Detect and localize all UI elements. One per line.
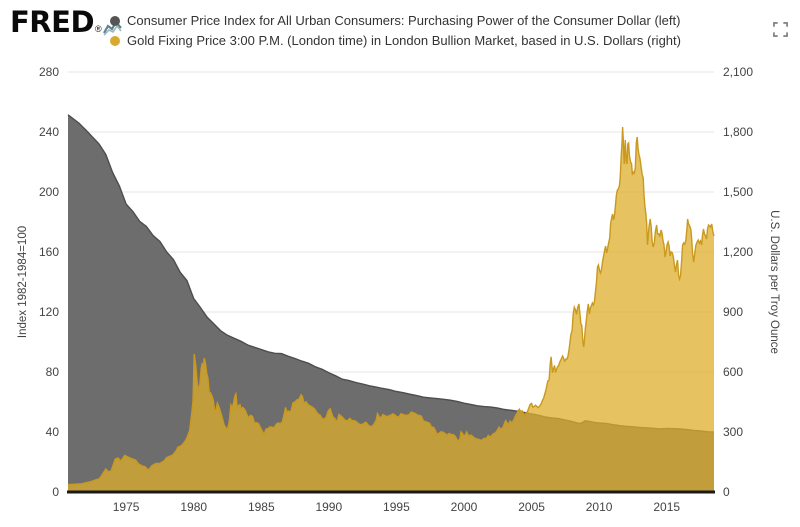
x-axis-tick-label: 2010 xyxy=(586,500,613,514)
registered-trademark: ® xyxy=(95,24,102,34)
legend-item-cpi: Consumer Price Index for All Urban Consu… xyxy=(110,13,681,28)
left-axis-tick-label: 80 xyxy=(46,365,60,379)
legend-label-gold: Gold Fixing Price 3:00 P.M. (London time… xyxy=(127,33,681,48)
x-axis-tick-label: 1985 xyxy=(248,500,275,514)
right-axis-tick-label: 1,500 xyxy=(723,185,753,199)
right-axis-tick-label: 2,100 xyxy=(723,65,753,79)
left-axis-tick-label: 40 xyxy=(46,425,60,439)
right-axis-tick-label: 1,800 xyxy=(723,125,753,139)
x-axis-tick-label: 1995 xyxy=(383,500,410,514)
right-axis-tick-label: 0 xyxy=(723,485,730,499)
legend-marker-gold xyxy=(110,35,120,46)
series-area-cpi-purchasing-power xyxy=(68,114,714,493)
x-axis-tick-label: 2000 xyxy=(451,500,478,514)
left-axis-tick-label: 0 xyxy=(52,485,59,499)
x-axis-tick-label: 1990 xyxy=(315,500,342,514)
fullscreen-icon xyxy=(773,22,788,37)
right-axis-tick-label: 900 xyxy=(723,305,743,319)
left-axis-tick-label: 280 xyxy=(39,65,59,79)
legend-label-cpi: Consumer Price Index for All Urban Consu… xyxy=(127,13,681,28)
fred-logo-text: FRED xyxy=(10,5,95,39)
left-axis-tick-label: 160 xyxy=(39,245,59,259)
left-axis-tick-label: 240 xyxy=(39,125,59,139)
right-axis-tick-label: 300 xyxy=(723,425,743,439)
x-axis-tick-label: 1975 xyxy=(113,500,140,514)
x-axis-tick-label: 1980 xyxy=(180,500,207,514)
left-axis-tick-label: 200 xyxy=(39,185,59,199)
left-axis-title: Index 1982-1984=100 xyxy=(17,226,29,338)
legend: Consumer Price Index for All Urban Consu… xyxy=(110,13,681,53)
x-axis-tick-label: 2015 xyxy=(653,500,680,514)
x-axis-tick-label: 2005 xyxy=(518,500,545,514)
legend-item-gold: Gold Fixing Price 3:00 P.M. (London time… xyxy=(110,33,681,48)
right-axis-title: U.S. Dollars per Troy Ounce xyxy=(768,210,780,354)
right-axis-tick-label: 600 xyxy=(723,365,743,379)
series-line-gold-fixing-price xyxy=(67,126,715,486)
left-axis-tick-label: 120 xyxy=(39,305,59,319)
fullscreen-button[interactable] xyxy=(771,20,790,42)
right-axis-tick-label: 1,200 xyxy=(723,245,753,259)
series-area-gold-fixing-price xyxy=(68,127,714,492)
legend-marker-cpi xyxy=(110,15,120,26)
fred-logo[interactable]: FRED ® xyxy=(10,8,123,37)
